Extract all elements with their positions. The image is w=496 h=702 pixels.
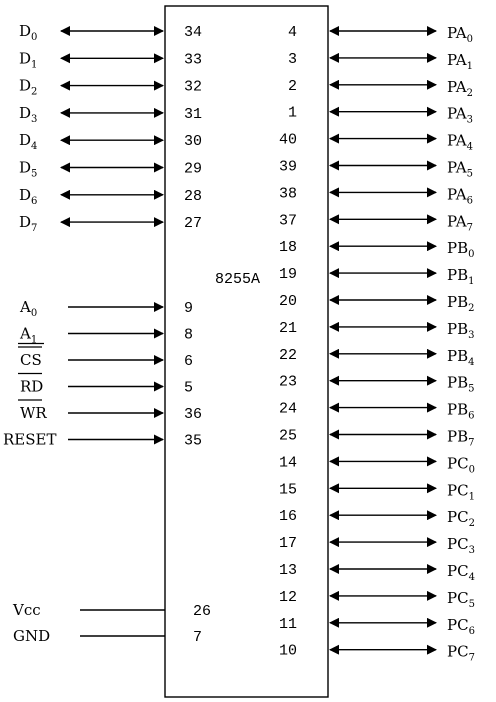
label-pa5: PA5 <box>447 159 473 180</box>
label-gnd: GND <box>13 627 50 645</box>
label-pa6: PA6 <box>447 185 473 206</box>
pin-number: 14 <box>279 454 297 471</box>
pin-number: 19 <box>279 266 297 283</box>
pin-number: 37 <box>279 212 297 229</box>
label-pc4: PC4 <box>447 562 475 583</box>
pin-number: 10 <box>279 643 297 660</box>
label-pb4: PB4 <box>447 347 475 368</box>
pin-number: 8 <box>184 327 193 344</box>
chip-name: 8255A <box>215 271 260 288</box>
label-pc1: PC1 <box>447 481 475 502</box>
pin-number: 27 <box>184 215 202 232</box>
label-pb7: PB7 <box>447 428 475 449</box>
label-d3: D3 <box>19 104 37 125</box>
pin-number: 23 <box>279 374 297 391</box>
pin-number: 31 <box>184 106 202 123</box>
pin-number: 15 <box>279 481 297 498</box>
label-a0: A0 <box>19 298 37 319</box>
label-pa2: PA2 <box>447 78 473 99</box>
label-pa7: PA7 <box>447 212 473 233</box>
pin-number: 1 <box>288 105 297 122</box>
label-cs: CS <box>20 351 42 369</box>
pin-number: 3 <box>288 51 297 68</box>
label-vcc: Vcc <box>12 601 41 619</box>
label-d5: D5 <box>19 159 37 180</box>
label-d4: D4 <box>19 131 37 152</box>
label-pb5: PB5 <box>447 374 475 395</box>
pin-number: 22 <box>279 347 297 364</box>
pin-number: 6 <box>184 353 193 370</box>
pin-number: 30 <box>184 133 202 150</box>
label-wr: WR <box>20 404 47 422</box>
label-pa1: PA1 <box>447 51 473 72</box>
label-d7: D7 <box>19 213 37 234</box>
pin-number: 5 <box>184 380 193 397</box>
label-pc6: PC6 <box>447 616 475 637</box>
pin-number: 21 <box>279 320 297 337</box>
label-pa0: PA0 <box>447 24 473 45</box>
label-pb1: PB1 <box>447 266 475 287</box>
pin-number: 28 <box>184 188 202 205</box>
pin-number: 33 <box>184 51 202 68</box>
chip-body <box>164 5 329 698</box>
pin-number: 34 <box>184 24 202 41</box>
pin-number: 29 <box>184 161 202 178</box>
pin-number: 39 <box>279 159 297 176</box>
pin-number: 26 <box>193 603 211 620</box>
label-a1: A1 <box>19 325 37 346</box>
pin-number: 16 <box>279 508 297 525</box>
label-pa4: PA4 <box>447 132 473 153</box>
label-d6: D6 <box>19 186 37 207</box>
label-pb6: PB6 <box>447 401 475 422</box>
label-rd: RD <box>20 378 43 396</box>
pin-number: 32 <box>184 79 202 96</box>
label-d2: D2 <box>19 77 37 98</box>
pin-number: 12 <box>279 589 297 606</box>
label-pc2: PC2 <box>447 508 475 529</box>
label-reset: RESET <box>3 431 56 449</box>
label-pc5: PC5 <box>447 589 475 610</box>
pin-number: 35 <box>184 433 202 450</box>
label-pa3: PA3 <box>447 105 473 126</box>
label-pc7: PC7 <box>447 643 475 664</box>
pin-number: 36 <box>184 406 202 423</box>
pin-number: 9 <box>184 300 193 317</box>
pin-number: 18 <box>279 239 297 256</box>
pin-number: 4 <box>288 24 297 41</box>
label-d1: D1 <box>19 49 37 70</box>
label-pc0: PC0 <box>447 454 475 475</box>
label-pb0: PB0 <box>447 239 475 260</box>
label-pb3: PB3 <box>447 320 475 341</box>
pin-number: 38 <box>279 185 297 202</box>
pin-number: 25 <box>279 428 297 445</box>
pin-number: 11 <box>279 616 297 633</box>
label-pc3: PC3 <box>447 535 475 556</box>
pin-number: 7 <box>193 629 202 646</box>
pin-number: 13 <box>279 562 297 579</box>
pin-number: 17 <box>279 535 297 552</box>
pin-number: 2 <box>288 78 297 95</box>
pin-number: 40 <box>279 132 297 149</box>
pin-number: 24 <box>279 401 297 418</box>
pin-number: 20 <box>279 293 297 310</box>
label-d0: D0 <box>19 22 37 43</box>
label-pb2: PB2 <box>447 293 475 314</box>
